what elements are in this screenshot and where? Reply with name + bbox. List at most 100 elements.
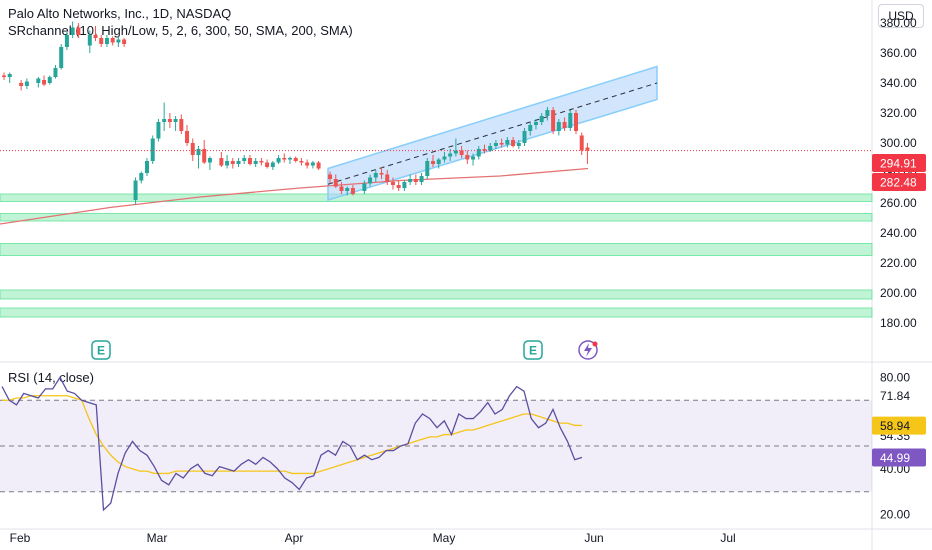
- candle-body: [488, 146, 493, 151]
- candle-body: [76, 27, 81, 35]
- candle-body: [47, 77, 52, 83]
- candle-body: [516, 143, 521, 146]
- candle-body: [476, 149, 481, 157]
- candle-body: [339, 186, 344, 191]
- sma200-badge-text: 282.48: [880, 176, 917, 190]
- candle-body: [511, 140, 516, 146]
- candle-body: [556, 122, 561, 131]
- candle-body: [373, 173, 378, 178]
- candle-body: [133, 180, 138, 200]
- candle-body: [116, 39, 121, 43]
- candle-body: [453, 150, 458, 154]
- candle-body: [24, 81, 29, 86]
- price-tick-label: 380.00: [880, 16, 917, 30]
- earnings-icon[interactable]: E: [523, 340, 543, 360]
- earnings-icon[interactable]: E: [91, 340, 111, 360]
- price-tick-label: 180.00: [880, 316, 917, 330]
- candle-body: [448, 153, 453, 157]
- candle-body: [207, 158, 212, 163]
- price-tick-label: 240.00: [880, 226, 917, 240]
- candle-body: [42, 80, 47, 85]
- candle-body: [499, 143, 504, 145]
- candle-body: [465, 155, 470, 160]
- candle-body: [316, 162, 321, 169]
- candle-body: [265, 162, 270, 167]
- candle-body: [219, 158, 224, 166]
- time-tick-label: Jul: [720, 531, 735, 545]
- indicator-legend[interactable]: SRchannel (10, High/Low, 5, 2, 6, 300, 5…: [8, 23, 353, 38]
- candle-body: [247, 158, 252, 164]
- candle-body: [345, 188, 350, 191]
- currency-button[interactable]: USD: [878, 4, 924, 28]
- candle-body: [122, 39, 127, 44]
- candle-body: [167, 119, 172, 122]
- candle-body: [574, 113, 578, 131]
- earnings-icon-glyph: E: [97, 344, 105, 358]
- sma200-line: [0, 167, 589, 225]
- candle-body: [493, 143, 498, 146]
- candle-body: [2, 75, 6, 77]
- candle-body: [36, 78, 41, 83]
- candle-body: [385, 174, 390, 182]
- rsi-ma-badge-bg: [872, 416, 926, 435]
- time-tick-label: Apr: [285, 531, 304, 545]
- sr-zone: [0, 213, 873, 222]
- rsi-legend[interactable]: RSI (14, close): [8, 370, 94, 385]
- candle-body: [156, 122, 161, 139]
- candle-body: [379, 173, 384, 175]
- candle-body: [482, 149, 487, 151]
- candle-body: [396, 185, 401, 188]
- price-tick-label: 300.00: [880, 136, 917, 150]
- rsi-tick-label: 20.00: [880, 508, 910, 522]
- last-price-badge-text: 294.91: [880, 157, 917, 171]
- candle-body: [110, 38, 115, 43]
- candle-body: [368, 177, 373, 184]
- price-tick-label: 340.00: [880, 76, 917, 90]
- candle-body: [270, 162, 275, 167]
- candle-body: [528, 125, 533, 131]
- dividend-flash-icon[interactable]: [578, 340, 598, 360]
- candle-body: [70, 27, 75, 35]
- flash-icon-dot: [592, 341, 598, 347]
- rsi-badge: 44.99: [872, 448, 926, 467]
- candle-body: [390, 182, 395, 185]
- last-price-badge-bg: [872, 154, 926, 172]
- candle-body: [253, 161, 258, 164]
- candle-body: [402, 182, 407, 188]
- candle-body: [568, 113, 573, 128]
- candle-body: [425, 161, 430, 176]
- earnings-icon-frame: [91, 340, 111, 360]
- rsi-badge-bg: [872, 448, 926, 467]
- time-tick-label: Mar: [147, 531, 168, 545]
- rsi-ma-badge: 58.94: [872, 416, 926, 435]
- sma200-badge-bg: [872, 173, 926, 191]
- candle-body: [545, 110, 550, 116]
- last-price-badge: 294.91: [872, 154, 926, 172]
- sr-zone: [0, 307, 873, 318]
- candle-body: [104, 38, 109, 44]
- sma200-badge: 282.48: [872, 173, 926, 191]
- candle-body: [185, 131, 190, 143]
- candle-body: [459, 150, 464, 155]
- rsi-badge-text: 44.99: [880, 451, 910, 465]
- candle-body: [259, 161, 264, 163]
- candle-body: [179, 119, 184, 131]
- candle-body: [328, 174, 333, 179]
- candle-body: [419, 176, 424, 182]
- candle-body: [276, 158, 281, 163]
- candle-body: [299, 161, 304, 163]
- candle-body: [145, 161, 149, 173]
- candle-body: [19, 83, 24, 86]
- price-tick-label: 360.00: [880, 46, 917, 60]
- earnings-icon-frame: [523, 340, 543, 360]
- candle-body: [282, 158, 287, 160]
- candle-body: [442, 156, 447, 160]
- flash-icon-bolt: [584, 343, 592, 357]
- candle-body: [310, 162, 315, 166]
- candle-body: [431, 161, 435, 164]
- price-tick-label: 220.00: [880, 256, 917, 270]
- candle-body: [87, 35, 92, 46]
- candle-body: [162, 119, 167, 122]
- rsi-ma-badge-text: 58.94: [880, 419, 910, 433]
